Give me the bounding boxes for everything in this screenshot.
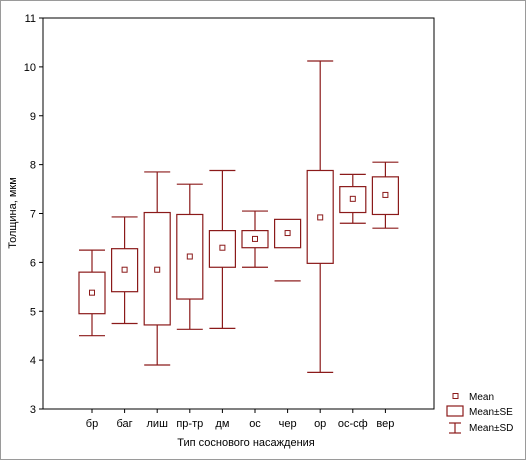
box-group <box>371 161 399 229</box>
box-group <box>306 60 334 373</box>
x-tick-label: дм <box>215 418 229 430</box>
mean-marker <box>284 230 291 237</box>
box-group <box>274 218 302 282</box>
x-tick-label: пр-тр <box>176 418 203 430</box>
y-tick-label: 4 <box>30 355 36 367</box>
box-group <box>208 169 236 329</box>
y-tick-label: 6 <box>30 257 36 269</box>
y-tick-label: 5 <box>30 306 36 318</box>
x-tick-label: ос <box>249 418 261 430</box>
legend-item-label: Mean±SE <box>469 407 513 418</box>
legend: Mean Mean±SE Mean±SD <box>446 392 513 434</box>
mean-marker <box>219 244 226 251</box>
mean-marker <box>89 289 95 296</box>
box-group <box>143 171 171 366</box>
se-box <box>176 213 204 300</box>
y-tick-label: 7 <box>30 209 36 221</box>
mean-marker <box>349 195 356 202</box>
legend-item-label: Mean±SD <box>469 423 513 434</box>
mean-marker <box>121 266 128 273</box>
mean-marker <box>252 235 258 242</box>
mean-marker <box>186 253 193 260</box>
y-tick-label: 11 <box>25 13 36 25</box>
x-tick-label: ос-сф <box>338 418 368 430</box>
box-group <box>339 173 367 224</box>
box-group <box>176 183 204 330</box>
data-marks <box>78 60 399 373</box>
box-group <box>78 249 106 337</box>
y-axis: 3 4 5 6 7 8 9 10 11 <box>24 13 43 416</box>
legend-mean-symbol <box>452 393 459 399</box>
x-axis-label: Тип соснового насаждения <box>177 437 315 449</box>
y-tick-label: 8 <box>30 160 36 172</box>
x-tick-label: бр <box>86 418 98 430</box>
x-tick-label: ор <box>314 418 326 430</box>
mean-marker <box>317 214 324 221</box>
y-tick-label: 9 <box>30 111 36 123</box>
mean-marker <box>154 266 161 273</box>
x-axis: бр баг лиш пр-тр дм ос чер ор ос-сф вер <box>86 409 394 430</box>
x-tick-label: чер <box>279 418 297 430</box>
box-group <box>241 210 269 268</box>
se-box <box>371 176 399 216</box>
x-tick-label: баг <box>117 418 133 430</box>
x-tick-label: лиш <box>147 418 169 430</box>
se-box <box>110 248 139 293</box>
y-tick-label: 3 <box>30 404 36 416</box>
box-group <box>110 216 139 325</box>
x-tick-label: вер <box>376 418 394 430</box>
y-tick-label: 10 <box>24 62 36 74</box>
legend-item-label: Mean <box>469 392 494 403</box>
mean-marker <box>382 191 389 198</box>
y-axis-label: Толщина, мкм <box>7 177 19 249</box>
legend-se-symbol <box>446 405 464 417</box>
